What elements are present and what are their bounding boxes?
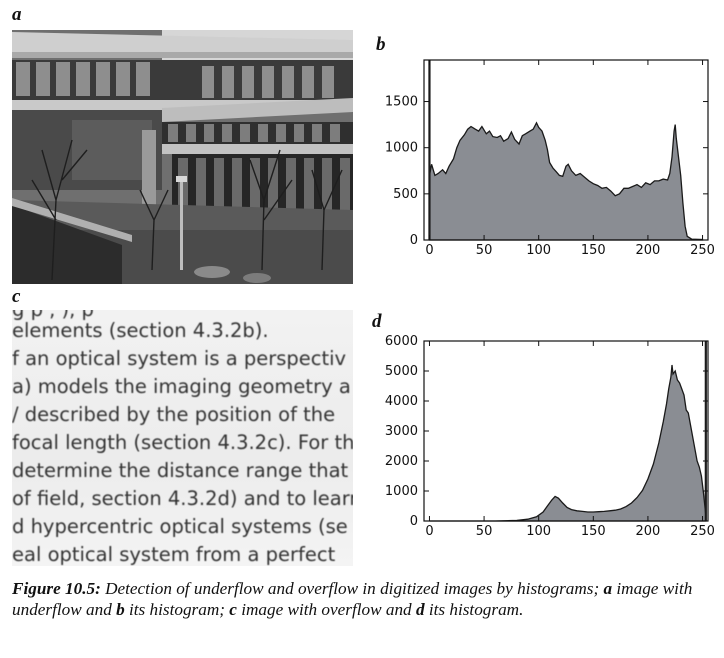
caption-label: Figure 10.5:: [12, 579, 101, 598]
plot-frame: [423, 59, 709, 241]
y-tick-label: 4000: [385, 394, 418, 409]
text-line: / described by the position of the: [12, 403, 336, 426]
y-tick-label: 2000: [385, 454, 418, 469]
figure-caption: Figure 10.5: Detection of underflow and …: [12, 578, 716, 620]
y-tick-label: 500: [393, 187, 418, 202]
x-tick-label: 250: [690, 243, 715, 258]
y-tick-label: 0: [410, 514, 418, 529]
panel-label-c: c: [12, 286, 21, 307]
x-tick-label: 50: [476, 524, 493, 539]
histogram-area: [429, 364, 707, 522]
panel-label-b: b: [376, 34, 386, 55]
histogram-b: 0 50 100 150 200 250 0 500 1000 1500: [385, 59, 715, 258]
y-tick-label: 6000: [385, 334, 418, 349]
x-tick-label: 250: [690, 524, 715, 539]
x-tick-label: 150: [581, 524, 606, 539]
building-photo-drawing: [12, 30, 353, 284]
caption-text: image with underflow and: [12, 579, 693, 619]
text-line: of field, section 4.3.2d) and to learn: [12, 487, 353, 510]
caption-text: image with overflow and: [236, 600, 416, 619]
panel-label-a: a: [12, 4, 22, 25]
text-line: d hypercentric optical systems (se: [12, 515, 348, 538]
x-tick-label: 50: [476, 243, 493, 258]
caption-ref-a: a: [603, 579, 613, 598]
histogram-area: [428, 121, 704, 241]
text-line: g p , ), p: [12, 310, 94, 321]
x-tick-label: 200: [636, 524, 661, 539]
y-tick-label: 0: [410, 233, 418, 248]
panel-label-d: d: [372, 311, 382, 332]
building-photo: [12, 30, 353, 284]
text-line: eal optical system from a perfect: [12, 543, 336, 566]
x-tick-label: 0: [425, 524, 433, 539]
y-tick-label: 1000: [385, 141, 418, 156]
text-line: determine the distance range that: [12, 459, 349, 482]
x-tick-label: 100: [526, 524, 551, 539]
caption-ref-c: c: [229, 600, 237, 619]
text-line: focal length (section 4.3.2c). For th: [12, 431, 353, 454]
caption-text: Detection of underflow and overflow in d…: [100, 579, 604, 598]
x-tick-label: 0: [425, 243, 433, 258]
text-line: f an optical system is a perspectiv: [12, 347, 347, 370]
x-tick-label: 100: [526, 243, 551, 258]
text-line: a) models the imaging geometry a: [12, 375, 351, 398]
caption-text: its histogram;: [124, 600, 230, 619]
y-tick-label: 1500: [385, 95, 418, 110]
y-tick-label: 3000: [385, 424, 418, 439]
y-tick-label: 5000: [385, 364, 418, 379]
text-line: elements (section 4.3.2b).: [12, 319, 269, 342]
overexposed-text-photo: g p , ), p elements (section 4.3.2b). f …: [12, 310, 353, 566]
caption-text: its histogram.: [424, 600, 524, 619]
caption-ref-b: b: [116, 600, 125, 619]
x-tick-label: 150: [581, 243, 606, 258]
y-tick-label: 1000: [385, 484, 418, 499]
x-tick-label: 200: [636, 243, 661, 258]
caption-ref-d: d: [415, 600, 425, 619]
histogram-d: 0 50 100 150 200 250 0 1000 2000 3000 4000 5000 6000: [385, 334, 715, 539]
